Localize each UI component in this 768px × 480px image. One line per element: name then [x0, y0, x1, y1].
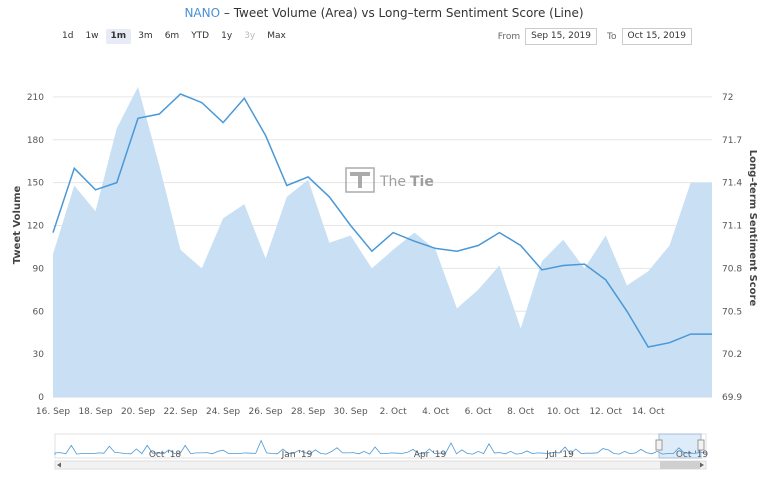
range-button-1m[interactable]: 1m	[105, 29, 132, 44]
navigator-scrollbar[interactable]	[54, 460, 707, 470]
left-tick-label: 210	[27, 93, 44, 103]
range-button-3y: 3y	[244, 31, 256, 41]
x-tick-label: 12. Oct	[589, 407, 622, 417]
to-label: To	[607, 31, 617, 42]
navigator-right-handle[interactable]	[697, 439, 705, 451]
x-tick-label: 14. Oct	[632, 407, 665, 417]
range-button-6m[interactable]: 6m	[164, 31, 180, 41]
watermark-text-the: The	[379, 174, 406, 190]
x-tick-label: 18. Sep	[78, 407, 112, 417]
x-tick-label: 24. Sep	[206, 407, 240, 417]
chart-title-ticker: NANO	[184, 6, 221, 20]
navigator-label: Oct '19	[676, 450, 709, 460]
x-tick-label: 8. Oct	[507, 407, 534, 417]
range-button-1y[interactable]: 1y	[221, 31, 233, 41]
scroll-left-arrow-icon[interactable]	[57, 462, 61, 468]
navigator-label: Jul '19	[545, 450, 574, 460]
chart-title-text: – Tweet Volume (Area) vs Long–term Senti…	[220, 6, 584, 20]
navigator[interactable]: Oct '18 Jan '19 Apr '19 Jul '19 Oct '19	[54, 433, 709, 460]
left-tick-label: 90	[33, 264, 45, 274]
left-tick-label: 30	[33, 350, 45, 360]
navigator-line	[54, 439, 707, 455]
from-date-input[interactable]: Sep 15, 2019	[525, 28, 598, 45]
right-tick-label: 71.4	[722, 179, 742, 189]
x-tick-label: 28. Sep	[291, 407, 325, 417]
navigator-label: Oct '18	[149, 450, 182, 460]
scrollbar-thumb[interactable]	[660, 461, 700, 469]
scroll-right-arrow-icon[interactable]	[700, 462, 704, 468]
x-tick-label: 16. Sep	[36, 407, 70, 417]
left-axis-ticks: 0 30 60 90 120 150 180 210	[27, 93, 44, 403]
range-selector: 1d 1w 1m 3m 6m YTD 1y 3y Max	[57, 29, 293, 44]
left-tick-label: 180	[27, 136, 44, 146]
right-axis-ticks: 69.9 70.2 70.5 70.8 71.1 71.4 71.7 72	[722, 93, 742, 403]
x-tick-label: 10. Oct	[547, 407, 580, 417]
range-button-max[interactable]: Max	[267, 31, 286, 41]
navigator-label: Apr '19	[414, 450, 447, 460]
left-tick-label: 60	[33, 307, 45, 317]
date-range: From Sep 15, 2019 To Oct 15, 2019	[488, 28, 692, 45]
to-date-input[interactable]: Oct 15, 2019	[621, 28, 692, 45]
right-tick-label: 70.5	[722, 307, 742, 317]
left-tick-label: 150	[27, 179, 44, 189]
right-tick-label: 70.2	[722, 350, 742, 360]
x-tick-label: 30. Sep	[334, 407, 368, 417]
chart-title: NANO – Tweet Volume (Area) vs Long–term …	[0, 6, 768, 20]
x-axis-ticks: 16. Sep 18. Sep 20. Sep 22. Sep 24. Sep 26. S…	[36, 407, 665, 417]
left-tick-label: 0	[38, 393, 44, 403]
left-tick-label: 120	[27, 222, 44, 232]
right-tick-label: 71.7	[722, 136, 742, 146]
right-tick-label: 69.9	[722, 393, 742, 403]
range-button-1d[interactable]: 1d	[62, 31, 74, 41]
range-button-1w[interactable]: 1w	[85, 31, 99, 41]
tweet-volume-area	[53, 86, 712, 398]
x-tick-label: 4. Oct	[422, 407, 449, 417]
right-tick-label: 72	[722, 93, 733, 103]
range-button-3m[interactable]: 3m	[138, 31, 153, 41]
x-tick-label: 2. Oct	[380, 407, 407, 417]
navigator-selection[interactable]	[658, 433, 702, 459]
right-tick-label: 71.1	[722, 222, 742, 232]
x-tick-label: 20. Sep	[121, 407, 155, 417]
x-tick-label: 6. Oct	[465, 407, 492, 417]
x-tick-label: 26. Sep	[249, 407, 283, 417]
navigator-left-handle[interactable]	[655, 439, 663, 451]
sentiment-line	[52, 93, 712, 348]
right-axis-title: Long–term Sentiment Score	[747, 150, 758, 307]
navigator-labels: Oct '18 Jan '19 Apr '19 Jul '19 Oct '19	[149, 450, 709, 460]
navigator-series	[54, 439, 707, 455]
thetie-watermark: The Tie	[345, 167, 434, 193]
x-tick-label: 22. Sep	[163, 407, 197, 417]
right-tick-label: 70.8	[722, 264, 742, 274]
watermark-text-tie: Tie	[410, 174, 434, 190]
left-axis-title: Tweet Volume	[12, 185, 23, 264]
navigator-label: Jan '19	[281, 450, 313, 460]
range-button-ytd[interactable]: YTD	[191, 31, 210, 41]
from-label: From	[497, 31, 521, 42]
